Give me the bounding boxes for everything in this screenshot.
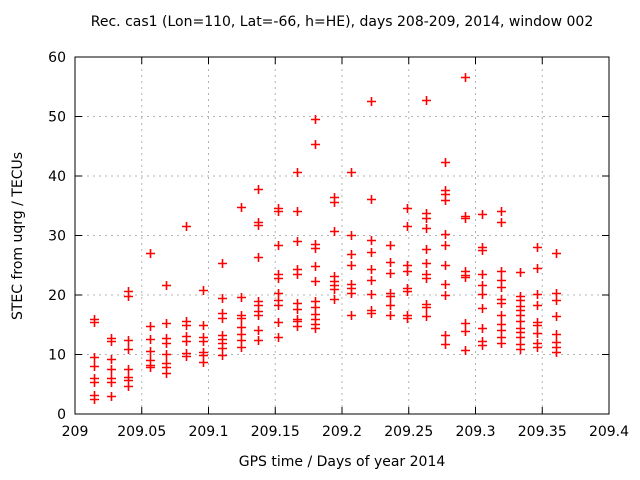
scatter-series bbox=[90, 73, 561, 404]
y-tick-label: 0 bbox=[57, 407, 66, 423]
plot-title: Rec. cas1 (Lon=110, Lat=-66, h=HE), days… bbox=[91, 14, 593, 30]
x-tick-label: 209.2 bbox=[322, 424, 362, 440]
x-tick-label: 209.4 bbox=[589, 424, 629, 440]
x-tick-label: 209.1 bbox=[188, 424, 228, 440]
x-tick-label: 209.05 bbox=[117, 424, 166, 440]
y-tick-label: 10 bbox=[48, 348, 66, 364]
y-axis-label: STEC from uqrg / TECUs bbox=[10, 152, 26, 320]
scatter-points bbox=[90, 73, 561, 404]
y-tick-label: 20 bbox=[48, 288, 66, 304]
x-tick-label: 209.25 bbox=[384, 424, 433, 440]
y-tick-label: 30 bbox=[48, 229, 66, 245]
x-tick-label: 209 bbox=[62, 424, 89, 440]
x-axis-label: GPS time / Days of year 2014 bbox=[239, 454, 446, 470]
axis-ticks bbox=[74, 56, 610, 415]
y-tick-label: 50 bbox=[48, 110, 66, 126]
grid-lines bbox=[75, 57, 609, 414]
y-tick-label: 40 bbox=[48, 169, 66, 185]
plot-border bbox=[74, 56, 610, 415]
x-tick-label: 209.15 bbox=[251, 424, 300, 440]
x-tick-label: 209.3 bbox=[455, 424, 495, 440]
x-tick-label: 209.35 bbox=[518, 424, 567, 440]
y-tick-label: 60 bbox=[48, 50, 66, 66]
y-tick-labels: 0 10 20 30 40 50 60 bbox=[48, 50, 66, 423]
x-tick-labels: 209 209.05 209.1 209.15 209.2 209.25 209.3 209.… bbox=[62, 424, 629, 440]
